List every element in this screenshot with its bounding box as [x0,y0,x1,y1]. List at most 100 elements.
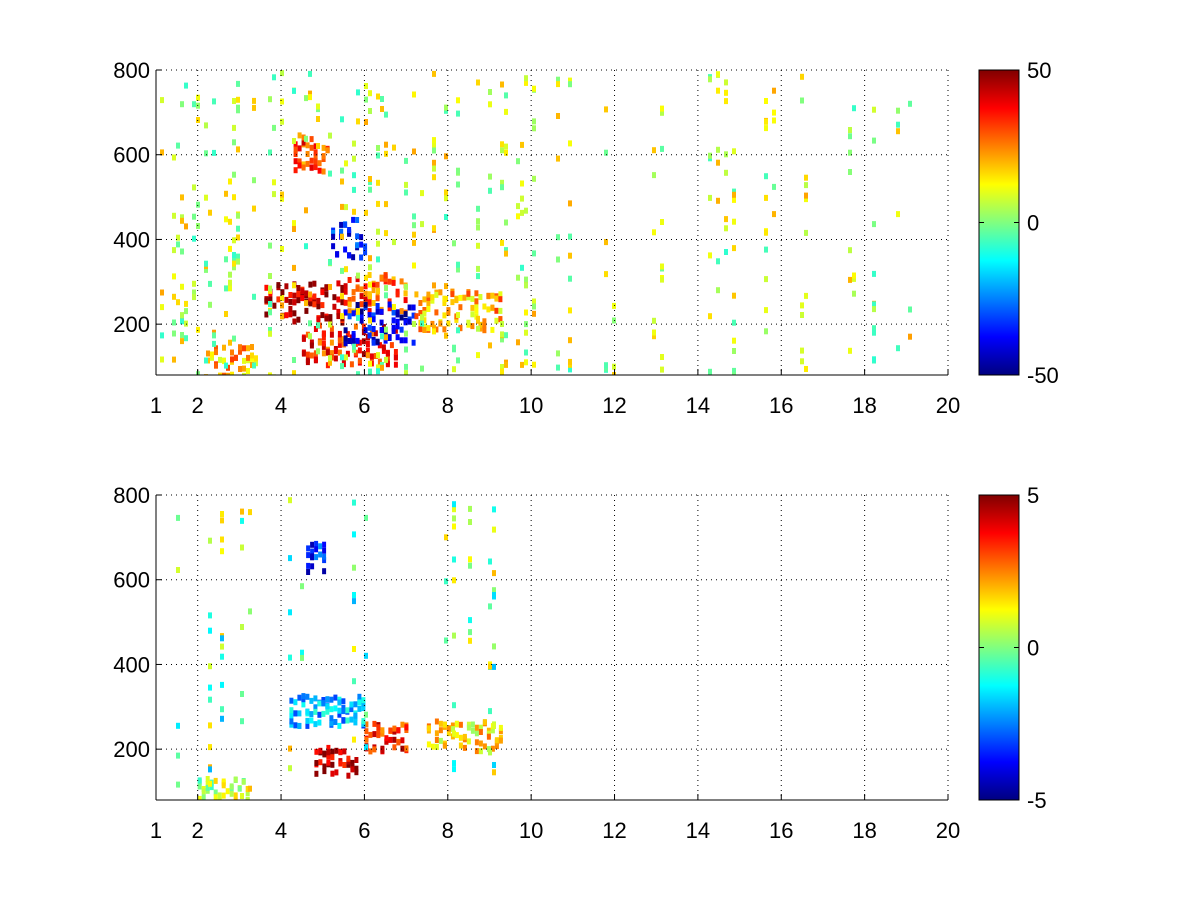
heatmap-cell [221,778,226,785]
heatmap-cell [236,146,240,153]
heatmap-cell [317,711,322,718]
heatmap-cell [420,365,424,372]
heatmap-cell [412,231,416,238]
heatmap-cell [322,547,327,554]
heatmap-cell [317,167,322,174]
x-tick-label: 8 [442,818,454,843]
heatmap-cell [764,229,768,236]
heatmap-cell [652,333,656,340]
heatmap-cell [280,118,284,125]
heatmap-cells [176,497,503,800]
heatmap-cell [376,732,381,739]
heatmap-cell [176,514,180,521]
heatmap-cell [490,727,495,734]
heatmap-cell [180,217,184,224]
heatmap-cell [341,708,346,715]
heatmap-cell [292,292,297,299]
heatmap-cell [444,578,448,585]
heatmap-cell [214,362,218,369]
heatmap-cell [160,289,164,296]
heatmap-cell [376,364,380,371]
heatmap-cell [321,350,326,357]
heatmap-cell [404,370,408,375]
heatmap-cell [379,308,384,315]
heatmap-cell [466,319,471,326]
heatmap-cell [384,150,388,157]
heatmap-cell [462,744,467,751]
heatmap-cell [329,331,334,338]
heatmap-cell [442,300,447,306]
heatmap-cell [384,230,388,237]
heatmap-cell [329,720,334,727]
heatmap-cell [317,339,322,346]
heatmap-cell [524,276,528,283]
heatmap-cell [458,742,463,749]
heatmap-cell [337,337,342,344]
heatmap-cell [237,785,242,792]
heatmap-cell [240,691,244,697]
heatmap-cell [297,145,302,152]
heatmap-cell [660,263,664,270]
heatmap-cell [404,724,409,731]
heatmap-cell [458,324,463,331]
heatmap-cell [212,98,216,105]
heatmap-cell [524,349,528,356]
heatmap-cell [357,339,362,346]
heatmap-cell [524,75,528,82]
heatmap-cell [516,158,520,165]
heatmap-cell [396,727,401,734]
heatmap-cell [376,368,380,375]
heatmap-cell [356,310,360,317]
heatmap-cell [494,307,499,314]
heatmap-cell [732,292,736,299]
heatmap-feature-2 [289,693,366,729]
heatmap-cell [389,342,394,349]
heatmap-cell [516,213,520,220]
heatmap-cell [204,122,208,129]
heatmap-cell [412,321,416,327]
heatmap-cell [172,293,176,300]
heatmap-cell [337,722,342,729]
heatmap-cell [313,143,318,150]
heatmap-cell [354,765,359,772]
heatmap-cell [371,316,376,323]
heatmap-cell [232,260,236,267]
heatmap-cell [660,219,664,225]
heatmap-cell [375,295,380,302]
heatmap-cell [492,506,496,513]
heatmap-cell [361,351,366,358]
heatmap-cell [160,356,164,363]
heatmap-cell [418,310,423,316]
grid [156,69,949,375]
heatmap-cell [708,368,712,375]
heatmap-cell [411,304,416,311]
heatmap-cell [652,374,656,375]
heatmap-cell [308,295,313,302]
heatmap-cell [772,117,776,124]
heatmap-cell [316,348,320,355]
heatmap-cell [395,318,400,325]
heatmap-cell [180,214,184,221]
heatmap-cell [468,617,472,624]
heatmap-cell [322,768,327,775]
heatmap-cell [329,350,334,357]
heatmap-cell [432,328,436,335]
heatmap-cell [252,362,256,369]
heatmap-cell [293,722,298,729]
heatmap-cell [321,697,326,703]
heatmap-cell [524,79,528,86]
heatmap-cell [312,293,317,300]
heatmap-cell [368,176,372,182]
heatmap-cell [372,720,377,727]
heatmap-cell [318,543,323,550]
heatmap-cell [454,732,459,739]
heatmap-cell [476,315,480,322]
heatmap-cell [384,201,388,208]
heatmap-cell [337,707,342,714]
heatmap-cell [293,710,298,717]
heatmap-cell [347,308,352,315]
heatmap-cell [309,136,314,143]
heatmap-cell [180,194,184,201]
heatmap-cell [221,792,226,799]
heatmap-cell [476,205,480,212]
